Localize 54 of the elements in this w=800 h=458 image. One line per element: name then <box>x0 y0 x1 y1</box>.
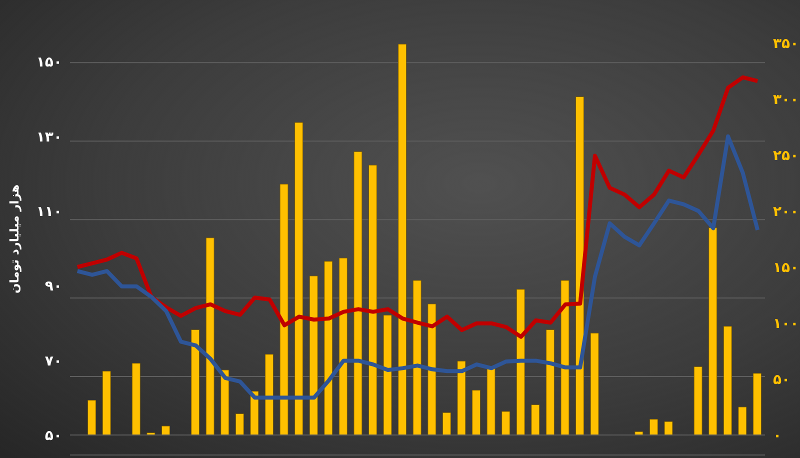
bar <box>442 412 451 435</box>
bar <box>398 44 407 435</box>
y-tick-label: ۱۱۰ <box>36 204 62 220</box>
y-tick-label: ۱۳۰ <box>36 129 62 146</box>
bar <box>102 370 111 435</box>
bar <box>457 360 466 435</box>
bar <box>649 419 658 435</box>
bar <box>324 261 333 435</box>
y2-tick-label: ۲۰۰ <box>773 204 799 220</box>
bar <box>752 373 762 435</box>
bar <box>88 400 96 435</box>
bar <box>708 228 718 435</box>
bar <box>428 304 436 435</box>
bar <box>412 280 422 435</box>
bar <box>383 314 392 435</box>
y2-tick-label: ۳۰۰ <box>773 92 799 108</box>
bar <box>191 329 200 435</box>
bar <box>546 329 554 435</box>
bar <box>354 151 362 435</box>
bar <box>309 276 318 435</box>
y2-tick-label: ۲۵۰ <box>773 148 799 164</box>
y-axis-title: هزار میلیارد تومان <box>7 184 22 294</box>
bar <box>264 354 274 435</box>
bar <box>694 366 702 435</box>
bar <box>132 363 140 435</box>
line-series <box>75 134 760 400</box>
y-tick-label: ۵۰ <box>44 428 62 444</box>
bar <box>664 421 673 435</box>
bar <box>206 238 214 435</box>
y2-tick-label: ۱۰۰ <box>773 316 799 332</box>
y-tick-label: ۱۵۰ <box>36 54 62 71</box>
bar <box>502 411 510 435</box>
y2-tick-label: ۵۰ <box>773 372 790 388</box>
bar <box>723 326 732 435</box>
y2-tick-label: ۰ <box>773 428 782 444</box>
bar <box>368 164 377 435</box>
bar <box>161 426 170 435</box>
line-series <box>75 75 760 339</box>
bar <box>531 404 540 435</box>
bar <box>738 406 747 435</box>
y2-tick-label: ۳۵۰ <box>773 36 799 52</box>
bar <box>338 258 348 435</box>
bar <box>280 184 288 435</box>
bar <box>560 280 570 435</box>
bar <box>590 332 599 435</box>
bar <box>472 390 481 435</box>
bar <box>235 413 244 435</box>
y2-tick-label: ۱۵۰ <box>773 260 799 276</box>
bar <box>486 368 496 435</box>
bar <box>220 370 230 435</box>
y-tick-label: ۷۰ <box>44 353 62 370</box>
y-tick-label: ۹۰ <box>44 278 62 295</box>
bar <box>516 289 525 435</box>
bar <box>294 122 304 435</box>
